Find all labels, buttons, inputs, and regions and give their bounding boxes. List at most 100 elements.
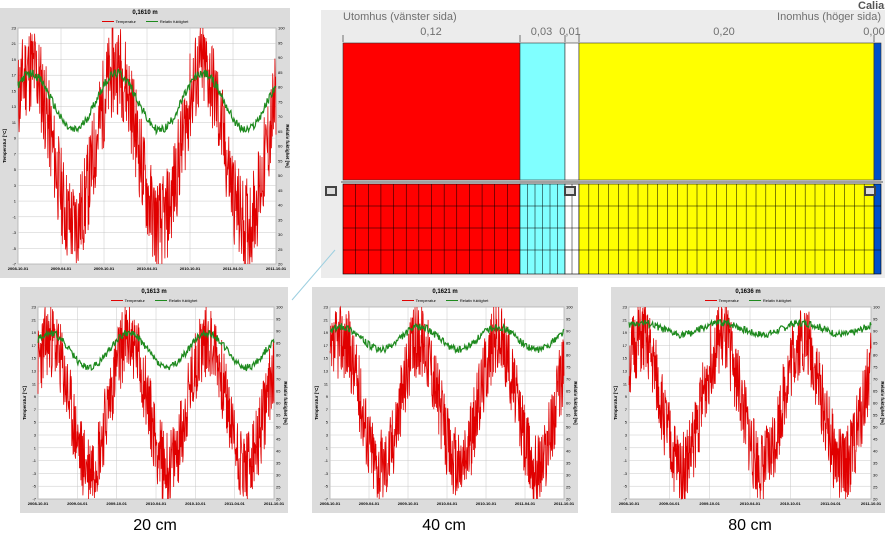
y-left-tick: 13 bbox=[623, 369, 628, 374]
y-left-label: Temperatur [°C] bbox=[613, 386, 618, 420]
y-left-label: Temperatur [°C] bbox=[2, 129, 7, 163]
y-right-tick: 90 bbox=[276, 329, 281, 334]
layer-3-block bbox=[564, 42, 580, 181]
y-left-tick: 5 bbox=[625, 420, 628, 425]
y-left-tick: 9 bbox=[625, 394, 628, 399]
y-right-tick: 60 bbox=[278, 144, 283, 149]
y-left-tick: 21 bbox=[623, 317, 628, 322]
y-left-tick: 13 bbox=[324, 369, 329, 374]
x-tick: 2011-04-01 bbox=[223, 266, 244, 271]
layer-thickness-4: 0,20 bbox=[713, 26, 735, 38]
y-left-tick: -3 bbox=[12, 230, 16, 235]
y-right-tick: 75 bbox=[873, 365, 878, 370]
legend-temperature: Temperatur bbox=[704, 298, 739, 303]
y-left-tick: 7 bbox=[14, 151, 17, 156]
temperature-series bbox=[628, 306, 872, 500]
y-right-tick: 85 bbox=[873, 341, 878, 346]
y-left-label: Temperatur [°C] bbox=[22, 386, 27, 420]
y-left-tick: -1 bbox=[623, 458, 627, 463]
y-left-tick: -3 bbox=[32, 471, 36, 476]
y-left-tick: -3 bbox=[324, 471, 328, 476]
y-right-tick: 25 bbox=[873, 485, 878, 490]
y-right-tick: 70 bbox=[276, 377, 281, 382]
y-left-tick: 15 bbox=[32, 356, 37, 361]
y-left-tick: 9 bbox=[14, 136, 17, 141]
y-left-tick: 5 bbox=[34, 420, 37, 425]
chart-legend: Temperatur Relativ fuktighet bbox=[611, 298, 885, 303]
y-right-tick: 35 bbox=[278, 217, 283, 222]
y-left-tick: -7 bbox=[12, 262, 16, 267]
y-right-tick: 20 bbox=[566, 497, 571, 502]
y-left-tick: -1 bbox=[324, 458, 328, 463]
chart-legend: Temperatur Relativ fuktighet bbox=[20, 298, 288, 303]
y-right-tick: 75 bbox=[566, 365, 571, 370]
y-right-tick: 100 bbox=[873, 305, 880, 310]
y-right-tick: 90 bbox=[278, 55, 283, 60]
chart-title: 0,1621 m bbox=[432, 289, 458, 295]
y-left-tick: 17 bbox=[12, 73, 17, 78]
chart-legend: Temperatur Relativ fuktighet bbox=[312, 298, 578, 303]
y-right-tick: 45 bbox=[278, 188, 283, 193]
y-left-tick: 21 bbox=[12, 41, 17, 46]
y-left-tick: 7 bbox=[326, 407, 329, 412]
y-right-label: Relativ fuktighet [%] bbox=[283, 381, 288, 425]
y-left-tick: 11 bbox=[324, 381, 329, 386]
y-right-tick: 50 bbox=[276, 425, 281, 430]
y-left-tick: 23 bbox=[324, 305, 329, 310]
corner-text: Calias bbox=[858, 0, 885, 12]
outside-label: Utomhus (vänster sida) bbox=[343, 11, 457, 23]
y-left-tick: 19 bbox=[324, 330, 329, 335]
x-tick: 2009-04-01 bbox=[359, 501, 380, 506]
layer-thickness-1: 0,12 bbox=[420, 26, 442, 38]
y-right-tick: 45 bbox=[566, 437, 571, 442]
y-left-tick: 23 bbox=[32, 305, 37, 310]
x-tick: 2011-04-01 bbox=[515, 501, 536, 506]
y-right-tick: 55 bbox=[278, 158, 283, 163]
y-right-tick: 50 bbox=[278, 173, 283, 178]
legend-temperature: Temperatur bbox=[110, 298, 145, 303]
y-right-tick: 50 bbox=[873, 425, 878, 430]
layer-thickness-2: 0,03 bbox=[530, 26, 553, 38]
y-right-tick: 35 bbox=[276, 461, 281, 466]
y-right-tick: 65 bbox=[873, 389, 878, 394]
x-tick: 2010-10-01 bbox=[780, 501, 801, 506]
layer-5-block bbox=[873, 42, 882, 181]
y-left-tick: 17 bbox=[623, 343, 628, 348]
layer-thickness-5: 0,00 bbox=[863, 26, 885, 38]
y-right-tick: 70 bbox=[566, 377, 571, 382]
x-tick: 2011-10-01 bbox=[264, 501, 285, 506]
y-left-tick: 13 bbox=[32, 369, 37, 374]
chart-panel-top-left: 0,1610 m Temperatur Relativ fuktighet 23 21 1… bbox=[0, 8, 290, 278]
inside-label: Inomhus (höger sida) bbox=[777, 11, 881, 23]
legend-temperature: Temperatur bbox=[401, 298, 436, 303]
chart-panel-80cm: 0,1636 m Temperatur Relativ fuktighet 23 21 1… bbox=[611, 287, 885, 513]
y-right-tick: 60 bbox=[566, 401, 571, 406]
y-left-tick: 7 bbox=[34, 407, 37, 412]
y-left-tick: 1 bbox=[326, 445, 329, 450]
y-left-tick: 3 bbox=[14, 183, 17, 188]
x-tick: 2010-04-01 bbox=[137, 266, 158, 271]
y-right-tick: 40 bbox=[276, 449, 281, 454]
x-tick: 2009-04-01 bbox=[51, 266, 72, 271]
chart-panel-20cm: 0,1613 m Temperatur Relativ fuktighet 23 21 1… bbox=[20, 287, 288, 513]
wall-layers-graphic bbox=[325, 35, 883, 275]
y-left-tick: -7 bbox=[32, 497, 36, 502]
x-tick: 2011-04-01 bbox=[225, 501, 246, 506]
y-left-tick: -7 bbox=[623, 497, 627, 502]
y-left-tick: 15 bbox=[324, 356, 329, 361]
y-left-tick: -5 bbox=[324, 484, 328, 489]
sensor-icon-right bbox=[864, 186, 876, 196]
chart-panel-40cm: 0,1621 m Temperatur Relativ fuktighet 23 21 1… bbox=[312, 287, 578, 513]
y-right-tick: 65 bbox=[278, 129, 283, 134]
y-right-label: Relativ fuktighet [%] bbox=[285, 124, 290, 168]
y-left-tick: 17 bbox=[324, 343, 329, 348]
y-right-tick: 25 bbox=[276, 485, 281, 490]
y-left-tick: 9 bbox=[326, 394, 329, 399]
chart-title: 0,1610 m bbox=[132, 10, 158, 16]
x-tick: 2009-10-01 bbox=[94, 266, 115, 271]
y-left-tick: 23 bbox=[12, 26, 17, 31]
y-left-tick: -1 bbox=[12, 214, 16, 219]
y-right-tick: 90 bbox=[566, 329, 571, 334]
x-tick: 2010-04-01 bbox=[740, 501, 761, 506]
y-left-tick: 19 bbox=[12, 57, 17, 62]
